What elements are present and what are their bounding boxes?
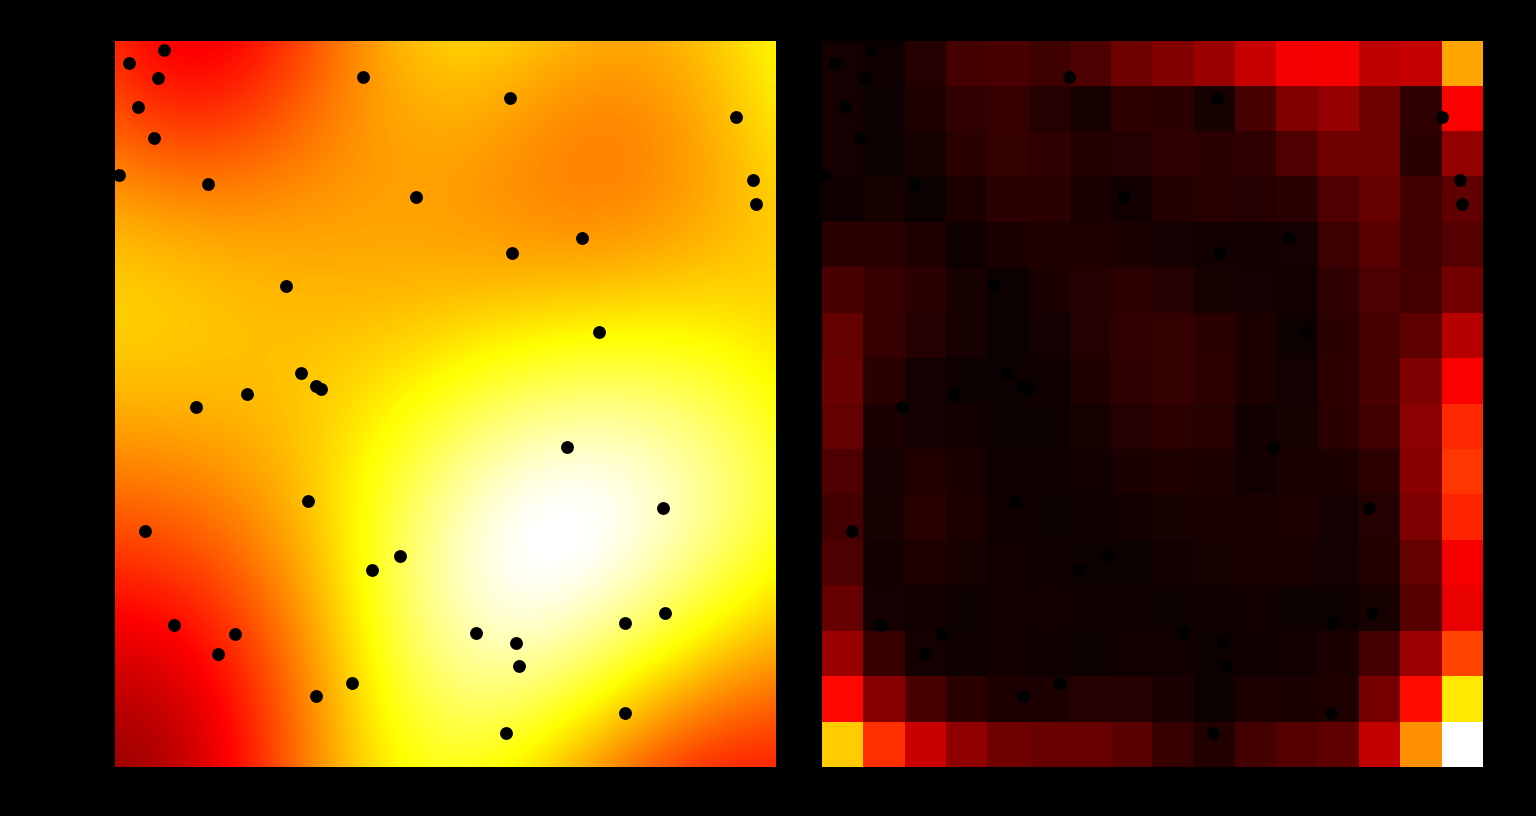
Point [929, 628, 954, 641]
Point [1111, 190, 1135, 203]
Point [1293, 326, 1318, 339]
Point [141, 131, 166, 144]
Point [852, 71, 877, 84]
Point [1057, 70, 1081, 83]
Point [504, 636, 528, 650]
Point [289, 366, 313, 379]
Point [903, 178, 928, 191]
Point [1011, 690, 1035, 703]
Point [273, 279, 298, 292]
Point [389, 549, 413, 562]
Point [613, 707, 637, 720]
Point [296, 494, 321, 508]
Point [980, 279, 1005, 292]
Point [1276, 231, 1301, 244]
Point [1015, 383, 1040, 396]
Point [350, 70, 375, 83]
Point [813, 168, 837, 181]
Point [848, 131, 872, 144]
Point [359, 563, 384, 576]
Point [1003, 494, 1028, 508]
Point [152, 44, 177, 57]
Point [587, 326, 611, 339]
Point [1011, 379, 1035, 392]
Point [723, 111, 748, 124]
Point [839, 524, 863, 537]
Point [499, 246, 524, 259]
Point [106, 168, 131, 181]
Point [206, 647, 230, 660]
Point [833, 100, 857, 113]
Point [197, 178, 221, 191]
Point [309, 383, 333, 396]
Point [912, 647, 937, 660]
Point [161, 619, 186, 632]
Point [183, 401, 207, 414]
Point [117, 56, 141, 69]
Point [235, 387, 260, 400]
Point [1430, 111, 1455, 124]
Point [1206, 246, 1230, 259]
Point [891, 401, 915, 414]
Point [404, 190, 429, 203]
Point [126, 100, 151, 113]
Point [1210, 636, 1235, 650]
Point [1201, 727, 1226, 740]
Point [1204, 91, 1229, 104]
Point [823, 56, 848, 69]
Point [570, 231, 594, 244]
Point [1213, 659, 1238, 672]
Point [995, 366, 1020, 379]
Point [1261, 441, 1286, 454]
Point [1319, 616, 1344, 629]
Point [507, 659, 531, 672]
Point [1066, 563, 1091, 576]
Point [304, 379, 329, 392]
Point [339, 676, 364, 690]
Point [1170, 626, 1195, 639]
Point [859, 44, 883, 57]
Point [942, 387, 966, 400]
Point [740, 174, 765, 187]
Point [868, 619, 892, 632]
Point [650, 501, 674, 514]
Point [304, 690, 329, 703]
Point [1447, 174, 1471, 187]
Point [653, 606, 677, 619]
Point [464, 626, 488, 639]
Point [223, 628, 247, 641]
Point [1450, 197, 1475, 211]
Point [146, 71, 170, 84]
Point [743, 197, 768, 211]
Point [498, 91, 522, 104]
Point [132, 524, 157, 537]
Point [554, 441, 579, 454]
Point [1359, 606, 1384, 619]
Point [1095, 549, 1120, 562]
Point [1046, 676, 1071, 690]
Point [495, 727, 519, 740]
Point [1319, 707, 1344, 720]
Point [613, 616, 637, 629]
Point [1356, 501, 1381, 514]
